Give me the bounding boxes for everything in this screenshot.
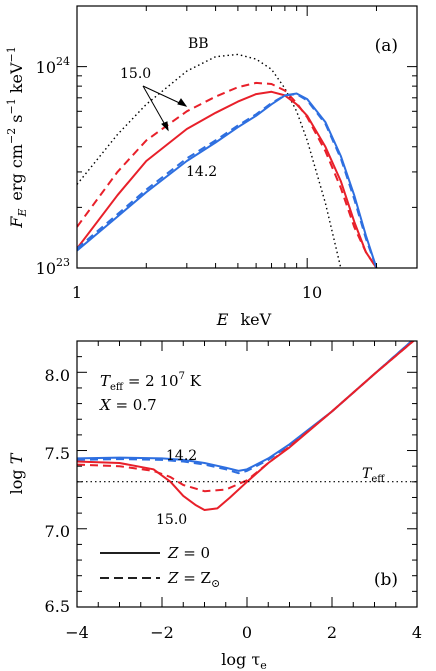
panel-a-xtick-1: 1 (72, 283, 82, 302)
panel-b-label-14: 14.2 (166, 448, 197, 464)
panel-b-xtick-2: 2 (327, 623, 337, 642)
legend-solid-label: Z = 0 (167, 544, 210, 562)
panel-b-ytick-65: 6.5 (45, 597, 70, 616)
panel-b-xtick-4: 4 (412, 623, 422, 642)
panel-a-arrows (142, 85, 188, 132)
params-x: X = 0.7 (99, 396, 157, 414)
panel-a-label-15: 15.0 (120, 66, 151, 82)
panel-b-series-2-red-solid (77, 341, 415, 511)
panel-b-series (77, 341, 415, 511)
panel-b-xlabel: log τe (221, 650, 266, 671)
panel-b-label-15: 15.0 (156, 512, 187, 528)
panel-a-series-0-black-dotted (77, 53, 342, 268)
panel-b-xtick-m4: −4 (65, 623, 89, 642)
panel-a-series-4-blue-solid (77, 92, 378, 268)
panel-b-ticks (76, 340, 418, 608)
panel-a-ylabel: FEerg cm−2 s−1 keV−1 (5, 46, 29, 228)
panel-a-label: (a) (375, 36, 398, 56)
panel-b-xtick-0: 0 (242, 623, 252, 642)
panel-a-ytick-1e23: 1023 (36, 256, 70, 278)
legend: Z = 0 Z = Z⊙ (100, 544, 220, 590)
panel-b-ytick-75: 7.5 (45, 444, 70, 463)
panel-a-ticks (76, 5, 418, 269)
panel-a-series-3-blue-dashed (77, 93, 378, 268)
panel-b-ytick-70: 7.0 (45, 522, 70, 541)
panel-a-frame (76, 5, 418, 269)
panel-a-ytick-1e24: 1024 (36, 55, 70, 77)
panel-b-xtick-m2: −2 (150, 623, 174, 642)
params-teff: Teff = 2 107 K (100, 371, 202, 393)
legend-dashed-label: Z = Z⊙ (167, 569, 220, 590)
panel-a-series-2-red-solid (77, 90, 378, 268)
panel-a-series (77, 53, 378, 268)
panel-a-xtick-10: 10 (302, 283, 322, 302)
panel-b-ytick-80: 8.0 (45, 366, 70, 385)
panel-a-series-1-red-dashed (77, 81, 378, 268)
panel-a-label-14: 14.2 (186, 164, 217, 180)
panel-b-series-3-red-dashed (77, 341, 415, 493)
arrowhead-upper (177, 98, 188, 107)
panel-a-bb-label: BB (188, 36, 209, 52)
teff-label: Teff (362, 466, 385, 485)
panel-b-label: (b) (374, 570, 398, 590)
arrowhead-lower (161, 121, 169, 132)
arrow-lower (142, 85, 169, 131)
panel-b-ylabel: log T (7, 452, 26, 494)
panel-b: (b) −4 −2 0 2 4 6.5 7.0 7.5 8.0 log τe l… (7, 340, 422, 671)
